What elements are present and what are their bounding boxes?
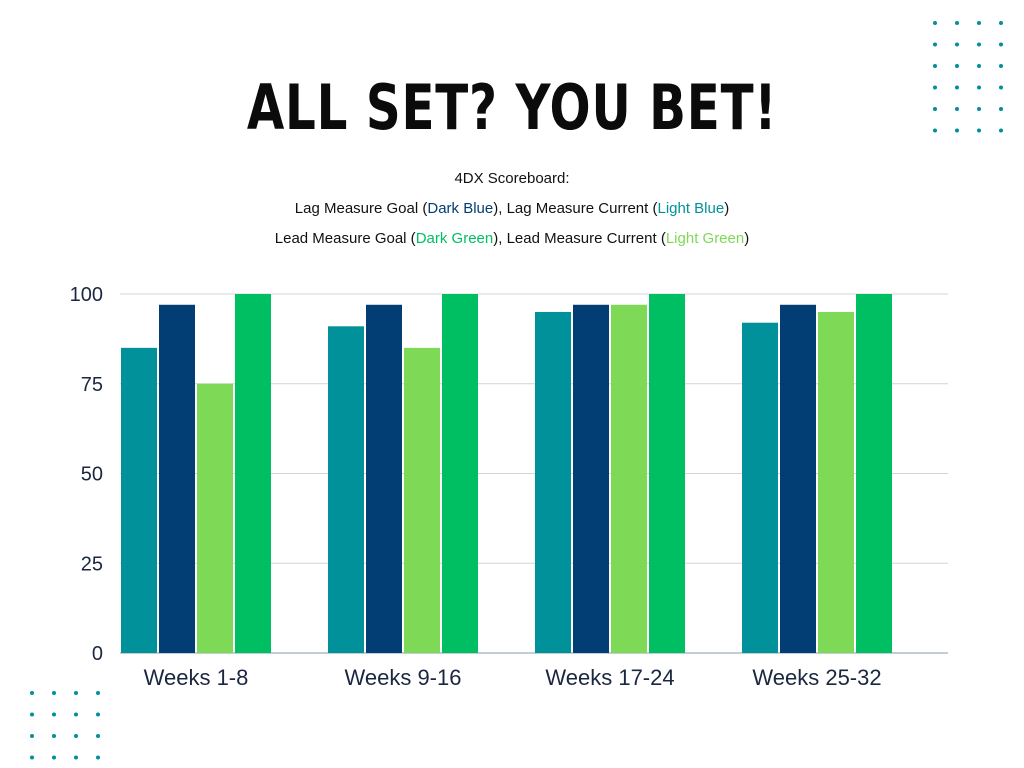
decor-dot	[30, 755, 34, 760]
decor-dot	[955, 85, 959, 90]
decor-dot	[30, 691, 34, 695]
decor-dot	[977, 42, 981, 47]
decor-dot	[74, 755, 78, 760]
decor-dot	[30, 734, 34, 738]
decor-dot	[977, 21, 981, 25]
decor-dot	[955, 128, 959, 133]
lag-measure-key: Lag Measure Goal (Dark Blue), Lag Measur…	[294, 200, 730, 217]
bar	[535, 311, 571, 653]
decor-dot	[933, 128, 937, 133]
decor-dot	[977, 107, 981, 111]
decor-dot	[52, 734, 56, 738]
decor-dot	[999, 42, 1003, 47]
bar	[573, 304, 609, 653]
lag-current-label: Lag Measure Current	[506, 200, 649, 217]
decor-dot	[52, 712, 56, 717]
y-tick-label: 100	[70, 284, 103, 306]
bar	[611, 304, 647, 653]
decor-dot	[933, 85, 937, 90]
bar	[442, 294, 478, 653]
decor-dot	[999, 64, 1003, 68]
bar	[159, 304, 195, 653]
decor-dot	[74, 691, 78, 695]
x-tick-label: Weeks 9-16	[345, 665, 462, 690]
bar	[197, 383, 233, 653]
lag-goal-color-word: Dark Blue	[427, 200, 494, 217]
decor-dot	[955, 107, 959, 111]
x-tick-label: Weeks 17-24	[545, 665, 674, 690]
decor-dot	[977, 85, 981, 90]
decorative-dots-bottom-left	[30, 691, 100, 760]
decor-dot	[96, 734, 100, 738]
decor-dot	[955, 21, 959, 25]
lead-current-color-word: Light Green	[665, 230, 745, 247]
y-tick-label: 50	[81, 464, 103, 486]
x-tick-label: Weeks 1-8	[144, 665, 249, 690]
y-tick-label: 0	[92, 643, 103, 665]
x-tick-label: Weeks 25-32	[752, 665, 881, 690]
lag-current-color-word: Light Blue	[657, 200, 725, 217]
decor-dot	[999, 85, 1003, 90]
bar	[649, 294, 685, 653]
bar	[235, 294, 271, 653]
bar	[780, 304, 816, 653]
bar	[742, 322, 778, 653]
bar	[404, 347, 440, 653]
decor-dot	[977, 64, 981, 68]
lead-current-label: Lead Measure Current	[506, 230, 657, 247]
decor-dot	[96, 712, 100, 717]
scoreboard-heading: 4DX Scoreboard:	[454, 170, 570, 187]
decor-dot	[999, 107, 1003, 111]
bar	[856, 294, 892, 653]
decor-dot	[96, 691, 100, 695]
decor-dot	[955, 42, 959, 47]
decor-dot	[933, 107, 937, 111]
decor-dot	[933, 42, 937, 47]
decor-dot	[74, 734, 78, 738]
lead-goal-color-word: Dark Green	[415, 230, 494, 247]
y-tick-label: 75	[81, 374, 103, 396]
decor-dot	[30, 712, 34, 717]
bar	[366, 304, 402, 653]
page-title: ALL SET? YOU BET!	[246, 71, 778, 144]
bar	[121, 347, 157, 653]
bar	[818, 311, 854, 653]
decor-dot	[74, 712, 78, 717]
decor-dot	[999, 128, 1003, 133]
decor-dot	[999, 21, 1003, 25]
decor-dot	[955, 64, 959, 68]
decor-dot	[96, 755, 100, 760]
y-tick-label: 25	[81, 553, 103, 575]
decorative-dots-top-right	[933, 21, 1003, 133]
lead-goal-label: Lead Measure Goal	[274, 230, 407, 247]
lag-goal-label: Lag Measure Goal	[294, 200, 419, 217]
decor-dot	[933, 64, 937, 68]
decor-dot	[977, 128, 981, 133]
decor-dot	[933, 21, 937, 25]
decor-dot	[52, 755, 56, 760]
bar	[328, 326, 364, 653]
decor-dot	[52, 691, 56, 695]
lead-measure-key: Lead Measure Goal (Dark Green), Lead Mea…	[274, 230, 750, 247]
